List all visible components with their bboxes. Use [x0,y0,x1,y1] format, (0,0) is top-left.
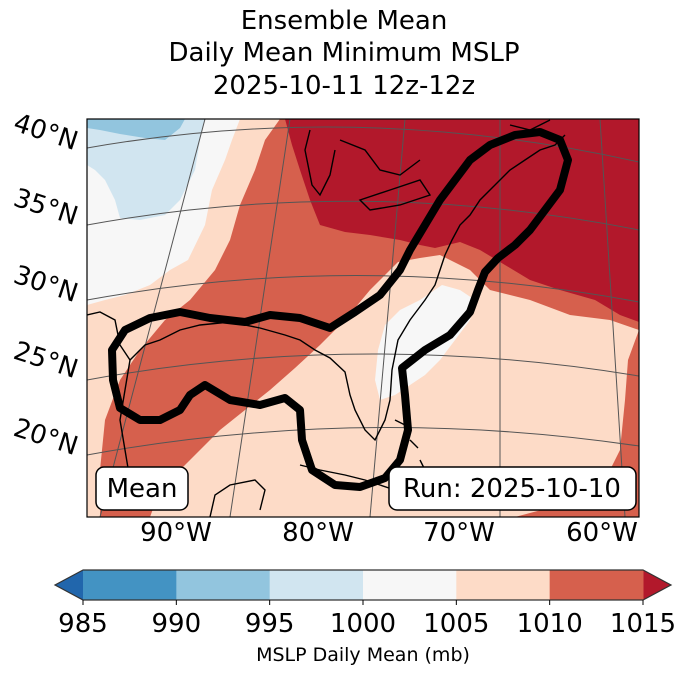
colorbar-segment-1010-1015 [549,570,644,600]
colorbar-segment-990-995 [176,570,271,600]
lon-label-80w: 80°W [282,518,354,548]
colorbar-tick-label-1005: 1005 [423,609,489,639]
lat-label-35n: 35°N [10,183,82,232]
field-region-northwest-corner [87,119,185,140]
low-pressure-track-contour [108,128,572,491]
lat-label-20n: 20°N [10,413,82,462]
colorbar: 985 990 995 1000 1005 1010 1015 [53,569,676,639]
colorbar-tick-label-1010: 1010 [517,609,583,639]
colorbar-tick-label-1000: 1000 [330,609,396,639]
map-frame [86,118,640,518]
lat-label-30n: 30°N [10,260,82,309]
colorbar-segment-1000-1005 [363,570,457,600]
lon-label-90w: 90°W [140,518,212,548]
title-line-3: 2025-10-11 12z-12z [212,71,476,101]
colorbar-segment-995-1000 [269,570,364,600]
mean-annotation-box: Mean [95,466,189,511]
mean-annotation-text: Mean [107,474,178,504]
title-line-2: Daily Mean Minimum MSLP [168,38,520,68]
title-line-1: Ensemble Mean [240,6,448,36]
lat-label-25n: 25°N [10,336,82,385]
colorbar-tick-label-995: 995 [245,609,295,639]
lon-label-70w: 70°W [423,518,495,548]
field-region-northeast-great-lakes-atlantic [285,119,639,322]
lon-label-60w: 60°W [566,518,638,548]
colorbar-tick-label-1015: 1015 [610,609,676,639]
map-area: Mean Run: 2025-10-10 [87,119,639,517]
colorbar-tick-label-990: 990 [152,609,202,639]
colorbar-label: MSLP Daily Mean (mb) [256,644,470,666]
run-annotation-text: Run: 2025-10-10 [403,474,621,504]
colorbar-segment-985-990 [83,570,177,600]
coastlines [87,119,566,517]
colorbar-tick-label-985: 985 [58,609,108,639]
run-annotation-box: Run: 2025-10-10 [388,466,637,511]
colorbar-extend-under [55,570,83,600]
colorbar-segment-1005-1010 [456,570,551,600]
colorbar-extend-over [643,570,671,600]
field-region-upper-midwest [87,119,205,220]
lat-label-40n: 40°N [10,108,82,157]
